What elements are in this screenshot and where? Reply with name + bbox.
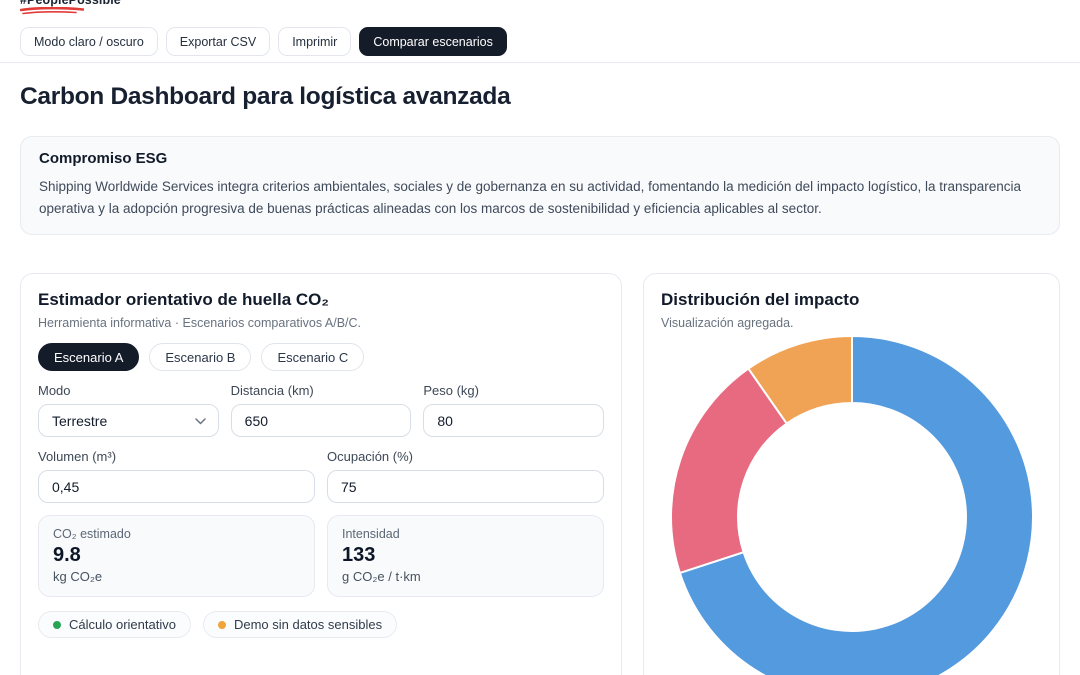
ocupacion-input-wrap: [327, 470, 604, 503]
scenario-tabs: Escenario A Escenario B Escenario C: [38, 343, 604, 371]
logo-underline-stroke: [20, 7, 84, 15]
volumen-label: Volumen (m³): [38, 449, 117, 464]
modo-select[interactable]: Terrestre: [38, 404, 219, 437]
green-dot-icon: [53, 620, 61, 629]
stat-unit: g CO₂e / t·km: [342, 569, 421, 584]
content-columns: Estimador orientativo de huella CO₂ Herr…: [20, 273, 1060, 675]
distancia-input-wrap: [230, 404, 412, 437]
orange-dot-icon: [217, 620, 226, 629]
impact-distribution-card: Distribución del impacto Visualización a…: [643, 273, 1060, 675]
impact-donut-chart[interactable]: [669, 334, 1035, 675]
field-distancia: Distancia (km): [230, 383, 412, 437]
field-peso: Peso (kg): [423, 383, 604, 437]
badge-label: Cálculo orientativo: [69, 617, 176, 632]
estimator-subtitle: Herramienta informativa · Escenarios com…: [38, 316, 362, 330]
estimator-title: Estimador orientativo de huella CO₂: [38, 290, 329, 309]
field-volumen: Volumen (m³): [38, 449, 315, 503]
esg-commitment-card: Compromiso ESG Shipping Worldwide Servic…: [20, 136, 1060, 235]
peso-input[interactable]: [437, 412, 590, 429]
ocupacion-input[interactable]: [341, 478, 590, 495]
badge-label: Demo sin datos sensibles: [233, 617, 383, 632]
field-modo: Modo Terrestre: [38, 383, 219, 437]
badge-calculo-orientativo: Cálculo orientativo: [38, 611, 191, 638]
page-title: Carbon Dashboard para logística avanzada: [20, 83, 511, 110]
result-stats: CO₂ estimado 9.8 kg CO₂e Intensidad 133 …: [38, 515, 604, 597]
donut-chart-wrap: [661, 334, 1042, 675]
peso-label: Peso (kg): [423, 383, 479, 398]
stat-unit: kg CO₂e: [53, 569, 103, 584]
form-row-2: Volumen (m³) Ocupación (%): [38, 449, 604, 503]
distancia-input[interactable]: [244, 412, 398, 429]
stat-value: 9.8: [53, 544, 81, 566]
tab-escenario-c[interactable]: Escenario C: [261, 343, 365, 371]
toolbar: Modo claro / oscuro Exportar CSV Imprimi…: [20, 27, 507, 56]
donut-segment-3[interactable]: [746, 335, 853, 425]
compare-scenarios-button[interactable]: Comparar escenarios: [359, 27, 507, 56]
stat-intensidad: Intensidad 133 g CO₂e / t·km: [327, 515, 604, 597]
form-row-1: Modo Terrestre Distancia (km) Peso: [38, 383, 604, 437]
impact-title: Distribución del impacto: [661, 290, 860, 309]
stat-label: Intensidad: [342, 527, 400, 541]
stat-value: 133: [342, 544, 376, 566]
impact-subtitle: Visualización agregada.: [661, 316, 794, 330]
volumen-input-wrap: [38, 470, 315, 503]
peso-input-wrap: [423, 404, 604, 437]
ocupacion-label: Ocupación (%): [327, 449, 413, 464]
print-button[interactable]: Imprimir: [278, 27, 352, 56]
donut-segment-1[interactable]: [678, 335, 1034, 675]
theme-toggle-button[interactable]: Modo claro / oscuro: [20, 27, 158, 56]
distancia-label: Distancia (km): [230, 383, 314, 398]
export-csv-button[interactable]: Exportar CSV: [165, 27, 271, 56]
esg-body-text: Shipping Worldwide Services integra crit…: [39, 179, 1022, 216]
co2-estimator-card: Estimador orientativo de huella CO₂ Herr…: [20, 273, 622, 675]
brand-logo[interactable]: #PeoplePossible: [20, 0, 121, 7]
tab-escenario-b[interactable]: Escenario B: [149, 343, 252, 371]
modo-label: Modo: [38, 383, 71, 398]
status-badges: Cálculo orientativo Demo sin datos sensi…: [38, 611, 604, 638]
modo-selected-value: Terrestre: [52, 412, 108, 429]
chevron-down-icon: [194, 418, 206, 425]
badge-demo-datos: Demo sin datos sensibles: [202, 611, 398, 638]
stat-label: CO₂ estimado: [53, 527, 131, 541]
esg-heading: Compromiso ESG: [39, 150, 168, 167]
stat-co2-estimado: CO₂ estimado 9.8 kg CO₂e: [38, 515, 315, 597]
volumen-input[interactable]: [52, 478, 301, 495]
field-ocupacion: Ocupación (%): [327, 449, 604, 503]
tab-escenario-a[interactable]: Escenario A: [38, 343, 140, 371]
top-bar: #PeoplePossible Modo claro / oscuro Expo…: [0, 0, 1080, 63]
